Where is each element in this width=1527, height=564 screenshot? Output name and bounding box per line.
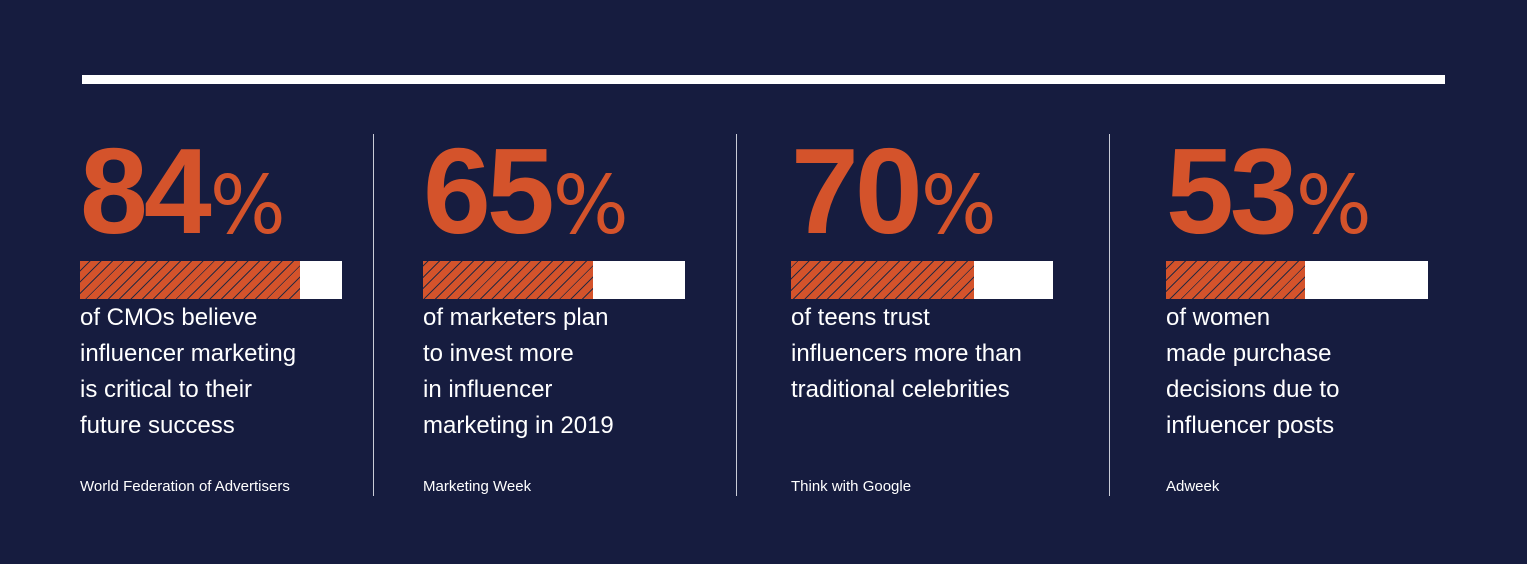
stat-teens: 70% of teens trust influencers more than…: [791, 130, 1071, 495]
stat-source: Marketing Week: [423, 478, 532, 495]
column-divider: [1109, 134, 1110, 496]
stat-description: of women made purchase decisions due to …: [1166, 304, 1340, 439]
stat-number: 53: [1166, 123, 1298, 259]
stat-marketers: 65% of marketers plan to invest more in …: [423, 130, 703, 495]
stat-unit: %: [1295, 159, 1372, 252]
stat-description: of marketers plan to invest more in infl…: [423, 304, 614, 439]
progress-fill: [791, 261, 975, 299]
stat-description: of CMOs believe influencer marketing is …: [80, 304, 297, 439]
progress-fill: [423, 261, 594, 299]
progress-fill: [1166, 261, 1305, 299]
progress-bar: [1166, 261, 1428, 299]
stat-number: 70: [791, 123, 923, 259]
stat-figure: 65%: [423, 130, 703, 252]
stat-cmos: 84% of CMOs believe influencer marketing…: [80, 130, 360, 495]
stat-women: 53% of women made purchase decisions due…: [1166, 130, 1446, 495]
stat-number: 65: [423, 123, 555, 259]
column-divider: [736, 134, 737, 496]
progress-bar: [80, 261, 342, 299]
stat-unit: %: [920, 159, 997, 252]
stat-figure: 70%: [791, 130, 1071, 252]
stat-figure: 53%: [1166, 130, 1446, 252]
stat-source: Adweek: [1166, 478, 1220, 495]
stat-description: of teens trust influencers more than tra…: [791, 304, 1022, 403]
progress-fill: [80, 261, 301, 299]
top-rule: [82, 75, 1445, 84]
stat-unit: %: [552, 159, 629, 252]
stat-source: Think with Google: [791, 478, 912, 495]
stat-figure: 84%: [80, 130, 360, 252]
progress-bar: [423, 261, 685, 299]
stat-unit: %: [209, 159, 286, 252]
stat-source: World Federation of Advertisers: [80, 478, 290, 495]
progress-bar: [791, 261, 1053, 299]
stat-number: 84: [80, 123, 212, 259]
column-divider: [373, 134, 374, 496]
